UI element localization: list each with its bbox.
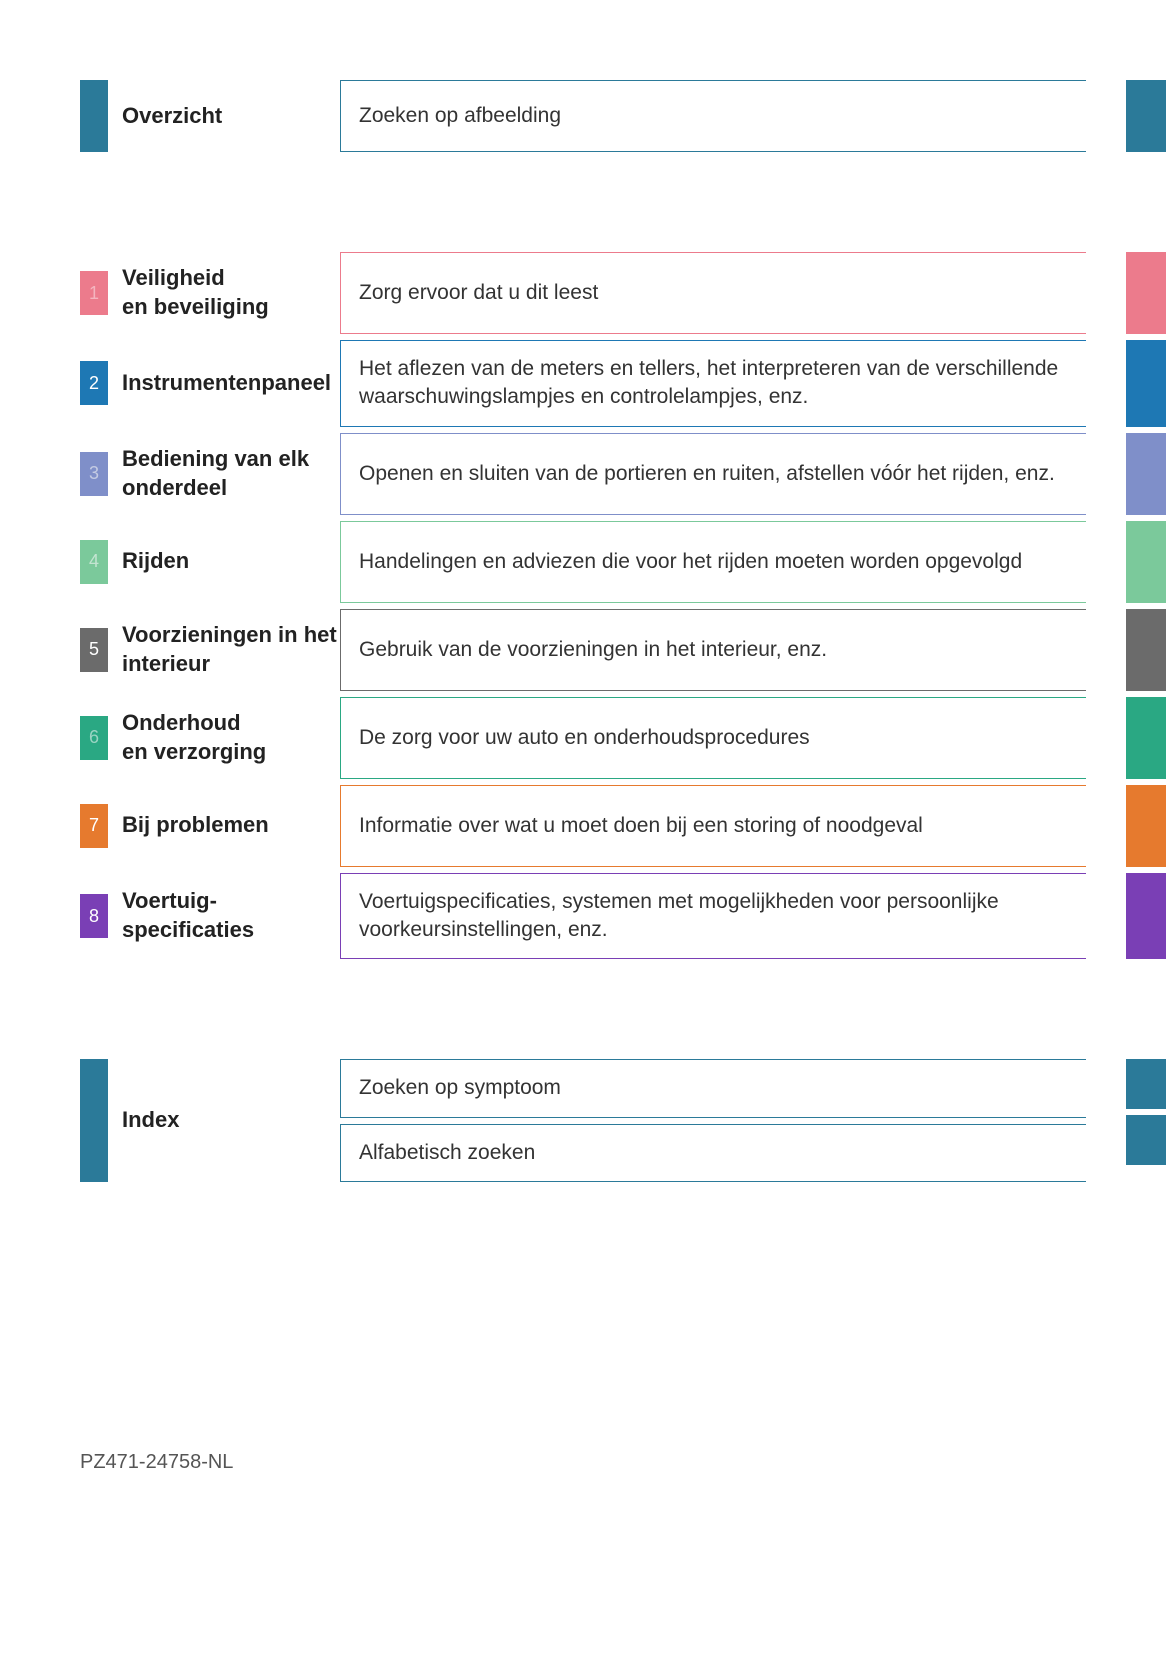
chapter-desc: Voertuigspecificaties, systemen met moge… (340, 873, 1086, 960)
chapter-num-tab: 8 (80, 894, 108, 938)
chapter-row-3[interactable]: 3 Bediening van elk onderdeelOpenen en sl… (0, 433, 1166, 515)
chapter-title: Veiligheid en beveiliging (122, 264, 340, 321)
chapter-title: Onderhoud en verzorging (122, 709, 340, 766)
index-item[interactable]: Alfabetisch zoeken (340, 1124, 1086, 1182)
chapter-row-1[interactable]: 1 Veiligheid en beveiligingZorg ervoor da… (0, 252, 1166, 334)
overview-right-tab (1126, 80, 1166, 152)
chapter-row-7[interactable]: 7 Bij problemen Informatie over wat u moet… (0, 785, 1166, 867)
toc-page: Overzicht Zoeken op afbeelding 1 Veilighe… (0, 0, 1166, 1182)
overview-desc: Zoeken op afbeelding (340, 80, 1086, 152)
index-row: Index Zoeken op symptoom Alfabetisch zoek… (0, 1059, 1166, 1182)
chapter-num-tab: 6 (80, 716, 108, 760)
chapter-title: Rijden (122, 547, 189, 576)
chapter-desc: Openen en sluiten van de portieren en ru… (340, 433, 1086, 515)
chapter-num-tab: 3 (80, 452, 108, 496)
chapter-desc: Zorg ervoor dat u dit leest (340, 252, 1086, 334)
chapter-right-tab (1126, 785, 1166, 867)
chapter-title: Bediening van elk onderdeel (122, 445, 340, 502)
chapter-right-tab (1126, 252, 1166, 334)
chapters-list: 1 Veiligheid en beveiligingZorg ervoor da… (0, 252, 1166, 959)
chapter-row-4[interactable]: 4 Rijden Handelingen en adviezen die voor … (0, 521, 1166, 603)
chapter-desc: De zorg voor uw auto en onderhoudsproced… (340, 697, 1086, 779)
chapter-desc: Handelingen en adviezen die voor het rij… (340, 521, 1086, 603)
chapter-row-6[interactable]: 6 Onderhoud en verzorgingDe zorg voor uw … (0, 697, 1166, 779)
chapter-right-tab (1126, 340, 1166, 427)
chapter-row-8[interactable]: 8 Voertuig­specificatiesVoertuigspecifica… (0, 873, 1166, 960)
index-right-tab (1126, 1115, 1166, 1165)
chapter-num-tab: 7 (80, 804, 108, 848)
chapter-right-tab (1126, 873, 1166, 960)
chapter-right-tab (1126, 521, 1166, 603)
index-tab (80, 1059, 108, 1182)
index-item[interactable]: Zoeken op symptoom (340, 1059, 1086, 1117)
chapter-num-tab: 1 (80, 271, 108, 315)
chapter-row-2[interactable]: 2 Instrumenten­paneel Het aflezen van de m… (0, 340, 1166, 427)
overview-title: Overzicht (122, 102, 222, 131)
chapter-right-tab (1126, 697, 1166, 779)
chapter-right-tab (1126, 609, 1166, 691)
chapter-title: Voertuig­specificaties (122, 887, 340, 944)
chapter-num-tab: 2 (80, 361, 108, 405)
chapter-right-tab (1126, 433, 1166, 515)
chapter-num-tab: 5 (80, 628, 108, 672)
index-items: Zoeken op symptoom Alfabetisch zoeken (340, 1059, 1086, 1182)
overview-row[interactable]: Overzicht Zoeken op afbeelding (0, 80, 1166, 152)
chapter-num-tab: 4 (80, 540, 108, 584)
chapter-desc: Informatie over wat u moet doen bij een … (340, 785, 1086, 867)
index-right-tab (1126, 1059, 1166, 1109)
chapter-desc: Gebruik van de voorzieningen in het inte… (340, 609, 1086, 691)
chapter-title: Instrumenten­paneel (122, 369, 331, 398)
index-title: Index (122, 1106, 179, 1135)
overview-tab (80, 80, 108, 152)
footer-code: PZ471-24758-NL (80, 1451, 233, 1474)
chapter-desc: Het aflezen van de meters en tellers, he… (340, 340, 1086, 427)
index-right-tabs (1126, 1059, 1166, 1182)
chapter-row-5[interactable]: 5 Voorzieningen in het interieurGebruik v… (0, 609, 1166, 691)
chapter-title: Voorzieningen in het interieur (122, 621, 340, 678)
chapter-title: Bij problemen (122, 811, 269, 840)
